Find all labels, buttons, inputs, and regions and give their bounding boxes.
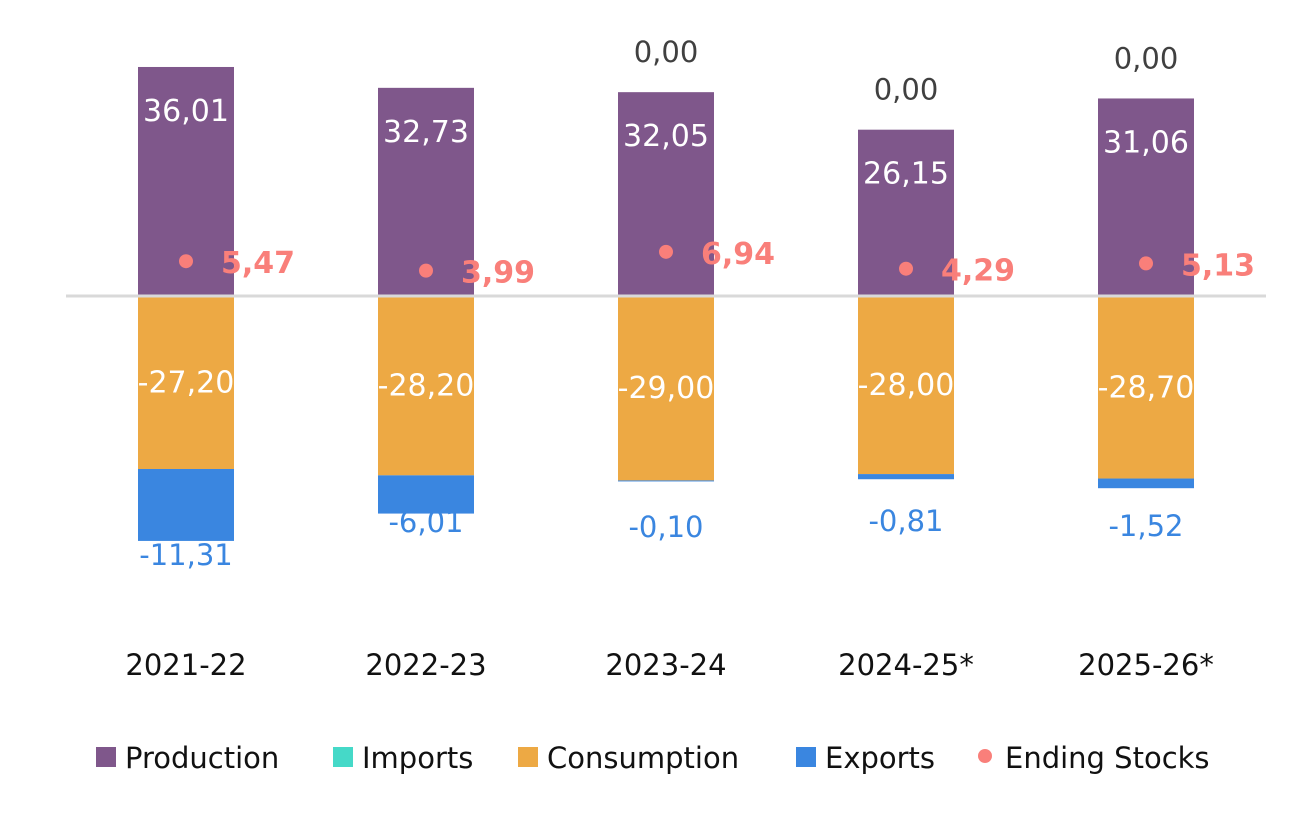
label-imports: 0,00: [634, 35, 699, 69]
legend-marker-square-icon: [518, 747, 538, 767]
bar-exports-2024-25: [858, 474, 954, 480]
label-production: 26,15: [863, 157, 949, 192]
legend-label: Consumption: [547, 741, 739, 775]
label-ending-stocks: 6,94: [701, 237, 775, 272]
bar-production-2022-23: [378, 87, 474, 297]
x-tick-label: 2021-22: [125, 648, 246, 682]
label-production: 32,73: [383, 115, 469, 150]
bar-consumption-2021-22: [138, 296, 234, 469]
legend-item-imports: Imports: [333, 741, 473, 775]
bar-consumption-2025-26: [1098, 296, 1194, 479]
legend-marker-square-icon: [796, 747, 816, 767]
label-consumption: -28,20: [378, 369, 475, 404]
point-ending-stocks-2021-22: [179, 254, 193, 269]
x-tick-label: 2025-26*: [1078, 648, 1214, 682]
legend-label: Imports: [362, 741, 473, 775]
label-consumption: -27,20: [138, 365, 235, 400]
legend-marker-square-icon: [96, 747, 116, 767]
label-production: 36,01: [143, 94, 229, 129]
x-axis: 2021-22 2022-23 2023-24 2024-25* 2025-26*: [125, 648, 1213, 682]
label-production: 31,06: [1103, 125, 1189, 160]
x-tick-label: 2022-23: [365, 648, 486, 682]
legend-label: Ending Stocks: [1005, 741, 1210, 775]
legend-marker-square-icon: [333, 747, 353, 767]
label-imports: 0,00: [874, 73, 939, 107]
legend-item-consumption: Consumption: [518, 741, 739, 775]
bar-exports-2021-22: [138, 468, 234, 541]
legend-item-ending-stocks: Ending Stocks: [978, 741, 1210, 775]
label-ending-stocks: 4,29: [941, 254, 1015, 289]
label-exports: -1,52: [1108, 509, 1183, 543]
label-consumption: -28,00: [858, 368, 955, 403]
point-ending-stocks-2024-25: [899, 261, 913, 276]
label-consumption: -29,00: [618, 371, 715, 406]
label-consumption: -28,70: [1098, 370, 1195, 405]
x-tick-label: 2023-24: [605, 648, 726, 682]
label-exports: -0,10: [628, 510, 703, 544]
bar-exports-2023-24: [618, 480, 714, 482]
label-ending-stocks: 5,13: [1181, 248, 1255, 283]
point-ending-stocks-2023-24: [659, 244, 673, 259]
bar-consumption-2022-23: [378, 296, 474, 476]
bar-exports-2025-26: [1098, 478, 1194, 489]
legend-marker-dot-icon: [978, 749, 992, 763]
label-production: 32,05: [623, 119, 709, 154]
legend-label: Production: [125, 741, 279, 775]
label-exports: -6,01: [388, 505, 463, 539]
point-ending-stocks-2025-26: [1139, 256, 1153, 271]
label-exports: -0,81: [868, 504, 943, 538]
point-ending-stocks-2022-23: [419, 263, 433, 278]
bar-consumption-2024-25: [858, 296, 954, 475]
bar-consumption-2023-24: [618, 296, 714, 481]
legend-label: Exports: [825, 741, 935, 775]
legend: Production Imports Consumption Exports Endin…: [96, 741, 1210, 775]
data-labels-layer: 36,01 -27,20 -11,31 5,47 32,73 -28,20 -6,01 3,9…: [138, 35, 1255, 572]
label-exports: -11,31: [139, 538, 233, 572]
label-imports: 0,00: [1114, 41, 1179, 75]
ending-stocks-points: [179, 244, 1153, 278]
legend-item-exports: Exports: [796, 741, 935, 775]
legend-item-production: Production: [96, 741, 279, 775]
bar-exports-2022-23: [378, 475, 474, 514]
x-tick-label: 2024-25*: [838, 648, 974, 682]
label-ending-stocks: 5,47: [221, 246, 295, 281]
bars-layer: [138, 66, 1194, 541]
label-ending-stocks: 3,99: [461, 256, 535, 291]
bar-production-2023-24: [618, 92, 714, 296]
